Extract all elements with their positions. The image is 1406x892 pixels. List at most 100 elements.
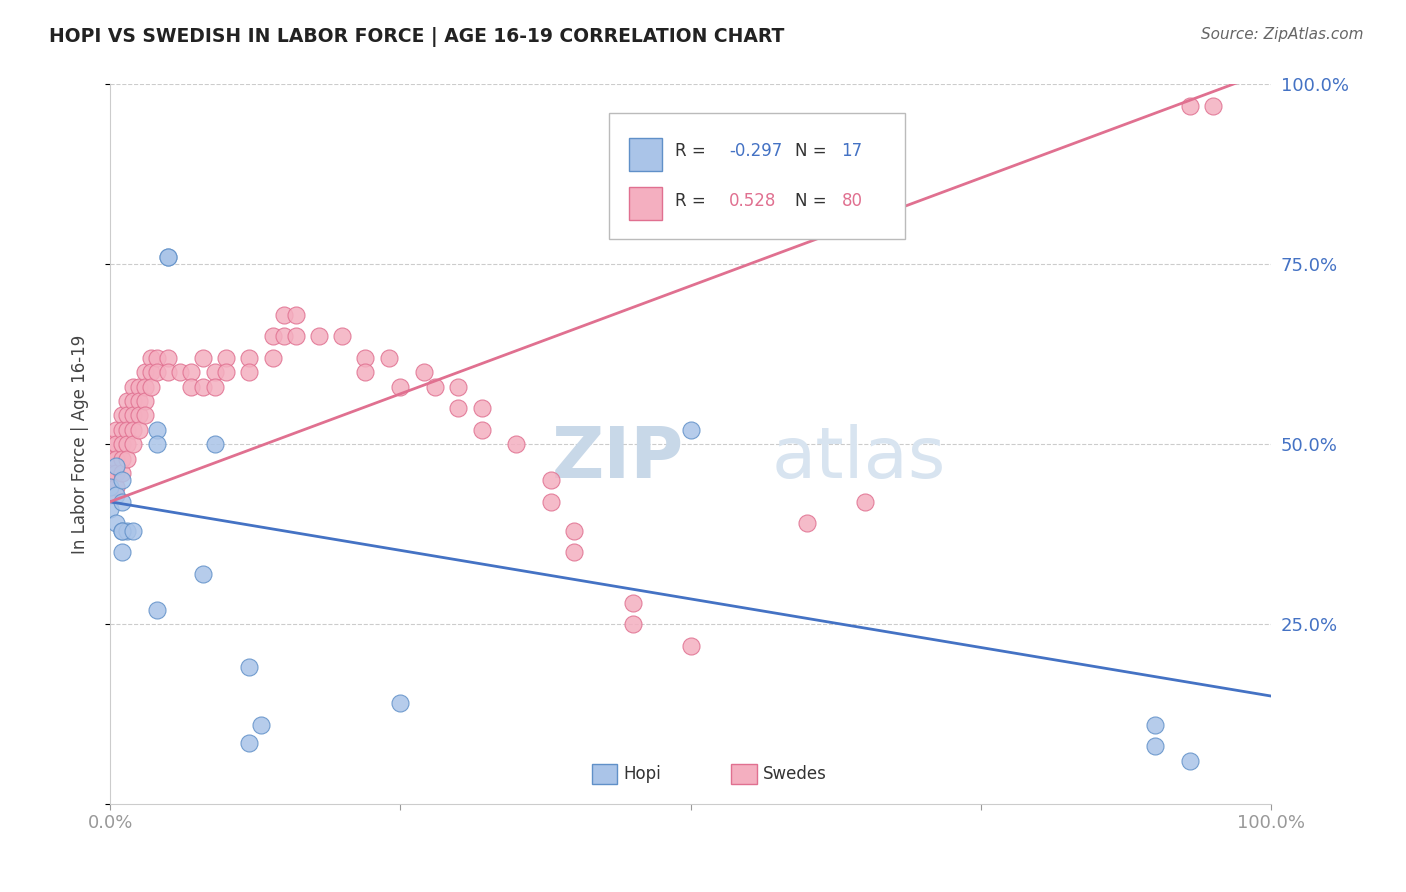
- Point: [215, 365, 238, 379]
- Point: [191, 566, 214, 581]
- Point: [98, 451, 121, 466]
- Point: [621, 595, 644, 609]
- Text: Source: ZipAtlas.com: Source: ZipAtlas.com: [1201, 27, 1364, 42]
- Point: [204, 365, 226, 379]
- Point: [377, 351, 399, 365]
- Point: [145, 423, 167, 437]
- Text: N =: N =: [794, 192, 832, 210]
- Point: [134, 394, 156, 409]
- Point: [1143, 718, 1166, 732]
- Text: 17: 17: [842, 143, 863, 161]
- Point: [134, 379, 156, 393]
- Point: [191, 379, 214, 393]
- Text: atlas: atlas: [772, 424, 946, 493]
- Point: [128, 423, 150, 437]
- Point: [145, 603, 167, 617]
- Point: [128, 409, 150, 423]
- Point: [250, 718, 273, 732]
- Point: [111, 409, 134, 423]
- Point: [98, 480, 121, 494]
- FancyBboxPatch shape: [609, 113, 905, 239]
- Point: [111, 524, 134, 538]
- Point: [128, 394, 150, 409]
- Point: [117, 394, 139, 409]
- Point: [273, 308, 295, 322]
- Point: [1178, 754, 1201, 768]
- Point: [284, 329, 307, 343]
- Point: [111, 473, 134, 487]
- Text: R =: R =: [675, 192, 711, 210]
- Point: [104, 466, 127, 480]
- Point: [1178, 99, 1201, 113]
- Point: [122, 524, 145, 538]
- Point: [104, 480, 127, 494]
- Point: [98, 480, 121, 494]
- Point: [330, 329, 353, 343]
- Point: [122, 423, 145, 437]
- Point: [104, 458, 127, 473]
- Point: [122, 437, 145, 451]
- Text: R =: R =: [675, 143, 711, 161]
- Point: [139, 351, 162, 365]
- Point: [204, 379, 226, 393]
- Point: [117, 437, 139, 451]
- Point: [98, 487, 121, 501]
- Point: [145, 351, 167, 365]
- Point: [679, 163, 702, 178]
- Point: [145, 365, 167, 379]
- Point: [117, 451, 139, 466]
- Point: [157, 250, 180, 264]
- Point: [134, 365, 156, 379]
- Text: -0.297: -0.297: [728, 143, 782, 161]
- Point: [104, 423, 127, 437]
- Point: [122, 409, 145, 423]
- Point: [447, 401, 470, 416]
- Point: [111, 423, 134, 437]
- Point: [354, 365, 377, 379]
- Point: [117, 524, 139, 538]
- Text: Hopi: Hopi: [623, 764, 661, 783]
- Point: [111, 495, 134, 509]
- Point: [425, 379, 447, 393]
- Point: [564, 545, 586, 559]
- Point: [238, 660, 260, 674]
- Text: 0.528: 0.528: [728, 192, 776, 210]
- Point: [139, 365, 162, 379]
- Point: [104, 516, 127, 531]
- Point: [540, 495, 562, 509]
- Point: [111, 545, 134, 559]
- Point: [273, 329, 295, 343]
- Point: [679, 639, 702, 653]
- Point: [111, 451, 134, 466]
- Text: Swedes: Swedes: [762, 764, 827, 783]
- Point: [679, 423, 702, 437]
- Text: 80: 80: [842, 192, 862, 210]
- Point: [169, 365, 191, 379]
- Point: [98, 502, 121, 516]
- Point: [117, 409, 139, 423]
- Point: [389, 696, 412, 710]
- Point: [796, 516, 818, 531]
- Text: N =: N =: [794, 143, 832, 161]
- Point: [389, 379, 412, 393]
- Point: [104, 451, 127, 466]
- Point: [679, 221, 702, 235]
- Point: [354, 351, 377, 365]
- Point: [284, 308, 307, 322]
- FancyBboxPatch shape: [731, 764, 756, 784]
- Point: [122, 379, 145, 393]
- Point: [104, 437, 127, 451]
- Point: [98, 437, 121, 451]
- FancyBboxPatch shape: [628, 138, 662, 170]
- Point: [621, 617, 644, 632]
- Point: [1143, 739, 1166, 754]
- Y-axis label: In Labor Force | Age 16-19: In Labor Force | Age 16-19: [72, 334, 89, 554]
- Point: [134, 409, 156, 423]
- Point: [111, 524, 134, 538]
- Point: [204, 437, 226, 451]
- Point: [471, 401, 494, 416]
- Point: [157, 250, 180, 264]
- Point: [145, 437, 167, 451]
- Point: [128, 379, 150, 393]
- Point: [308, 329, 330, 343]
